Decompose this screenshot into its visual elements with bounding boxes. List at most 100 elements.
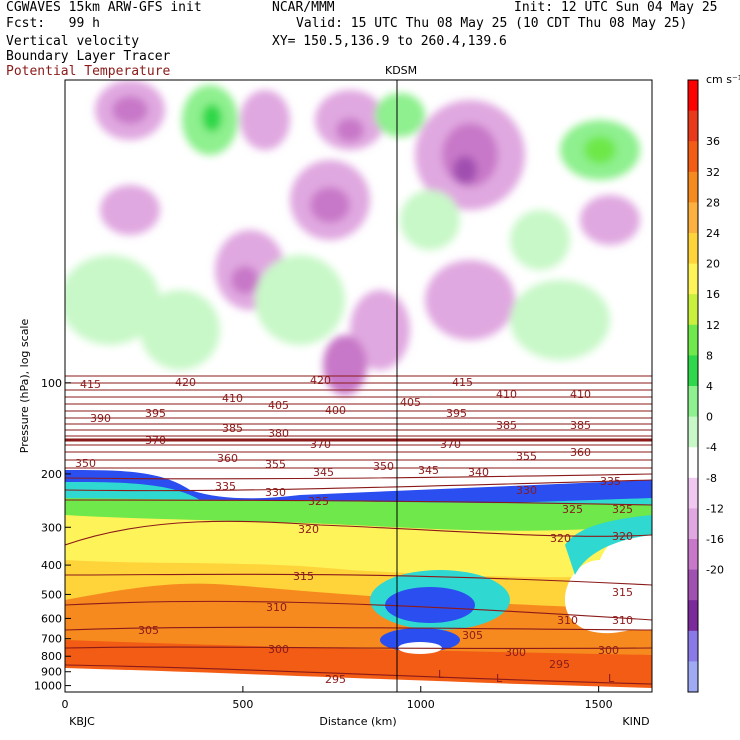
theta-labels: 415 420 420 415 410 410 390 395 410 405 … [75, 374, 633, 686]
theta-contours-upper [65, 375, 652, 685]
theta-label: 295 [325, 673, 346, 686]
colorbar-tick-label: -12 [706, 502, 724, 515]
forecast-hour: Fcst: 99 h [6, 16, 100, 31]
theta-label: 335 [600, 475, 621, 488]
theta-label: 405 [268, 399, 289, 412]
colorbar-unit: cm s⁻¹ [706, 73, 740, 86]
colorbar-swatch [688, 202, 698, 234]
colorbar-swatch [688, 569, 698, 601]
colorbar-tick-label: -4 [706, 441, 717, 454]
theta-label: 400 [325, 404, 346, 417]
y-tick-label: 1000 [34, 680, 62, 693]
theta-label: 300 [598, 644, 619, 657]
y-tick-label: 200 [41, 468, 62, 481]
colorbar-swatch [688, 233, 698, 265]
colorbar-swatch [688, 263, 698, 295]
theta-label: 300 [268, 643, 289, 656]
colorbar-tick-label: -8 [706, 472, 717, 485]
theta-label: 350 [75, 457, 96, 470]
theta-label: 325 [612, 503, 633, 516]
tracer-mark: L [608, 672, 615, 685]
x-right-station: KIND [622, 715, 649, 728]
theta-label: 410 [496, 388, 517, 401]
field-boundary-layer-tracer: Boundary Layer Tracer [6, 49, 171, 64]
theta-label: 310 [557, 614, 578, 627]
theta-label: 370 [145, 434, 166, 447]
colorbar-tick-label: -16 [706, 533, 724, 546]
theta-label: 345 [313, 466, 334, 479]
colorbar-swatch [688, 630, 698, 662]
colorbar-swatch [688, 508, 698, 540]
colorbar: 36 32 28 24 20 16 12 8 4 0 -4 -8 -12 -16 -20 [687, 79, 724, 693]
tracer-mark: L [496, 672, 503, 685]
y-tick-label: 300 [41, 521, 62, 534]
colorbar-swatch [688, 141, 698, 173]
colorbar-swatch [688, 539, 698, 571]
y-tick-label: 800 [41, 650, 62, 663]
colorbar-tick-label: 8 [706, 349, 713, 362]
plot-frame [64, 79, 653, 693]
x-tick-label: 1000 [407, 698, 435, 711]
theta-label: 360 [217, 452, 238, 465]
colorbar-swatch [688, 386, 698, 418]
theta-label: 395 [446, 407, 467, 420]
upper-velocity-field [65, 80, 640, 395]
theta-label: 310 [612, 614, 633, 627]
theta-label: 355 [265, 458, 286, 471]
colorbar-tick-label: 12 [706, 319, 720, 332]
theta-label: 385 [222, 422, 243, 435]
theta-label: 340 [468, 466, 489, 479]
theta-label: 305 [462, 629, 483, 642]
theta-label: 320 [298, 523, 319, 536]
colorbar-tick-label: 28 [706, 196, 720, 209]
theta-label: 380 [268, 427, 289, 440]
colorbar-swatch [688, 661, 698, 693]
x-axis-title: Distance (km) [319, 715, 396, 728]
theta-label: 410 [222, 392, 243, 405]
colorbar-swatch [688, 477, 698, 509]
field-vertical-velocity: Vertical velocity [6, 34, 140, 49]
theta-label: 410 [570, 388, 591, 401]
colorbar-tick-label: 16 [706, 288, 720, 301]
init-time: Init: 12 UTC Sun 04 May 25 [514, 0, 718, 15]
colorbar-swatch [688, 80, 698, 112]
model-title: CGWAVES 15km ARW-GFS init [6, 0, 202, 15]
theta-label: 345 [418, 464, 439, 477]
theta-label: 420 [175, 376, 196, 389]
theta-label: 420 [310, 374, 331, 387]
valid-time: Valid: 15 UTC Thu 08 May 25 (10 CDT Thu … [296, 16, 688, 31]
colorbar-swatch [688, 600, 698, 632]
theta-label: 370 [310, 438, 331, 451]
tracer-field [65, 470, 652, 692]
theta-label: 315 [293, 570, 314, 583]
theta-label: 385 [570, 419, 591, 432]
y-tick-label: 400 [41, 559, 62, 572]
theta-label: 395 [145, 407, 166, 420]
theta-label: 310 [266, 601, 287, 614]
colorbar-swatch [688, 110, 698, 142]
organization: NCAR/MMM [272, 0, 335, 15]
colorbar-swatch [688, 355, 698, 387]
theta-label: 385 [496, 419, 517, 432]
colorbar-swatch [688, 447, 698, 479]
x-axis: 0 500 1000 1500 [62, 686, 613, 711]
theta-label: 355 [516, 450, 537, 463]
theta-label: 350 [373, 460, 394, 473]
theta-label: 300 [505, 646, 526, 659]
x-tick-label: 500 [232, 698, 253, 711]
y-tick-label: 100 [41, 377, 62, 390]
colorbar-tick-label: 36 [706, 135, 720, 148]
theta-label: 325 [308, 495, 329, 508]
theta-label: 315 [612, 586, 633, 599]
station-label: KDSM [385, 64, 417, 77]
theta-label: 360 [570, 446, 591, 459]
theta-label: 330 [265, 486, 286, 499]
y-axis-title: Pressure (hPa), log scale [18, 319, 31, 454]
theta-label: 320 [612, 530, 633, 543]
y-tick-label: 900 [41, 666, 62, 679]
colorbar-swatch [688, 416, 698, 448]
colorbar-tick-label: 4 [706, 380, 713, 393]
theta-label: 370 [440, 438, 461, 451]
